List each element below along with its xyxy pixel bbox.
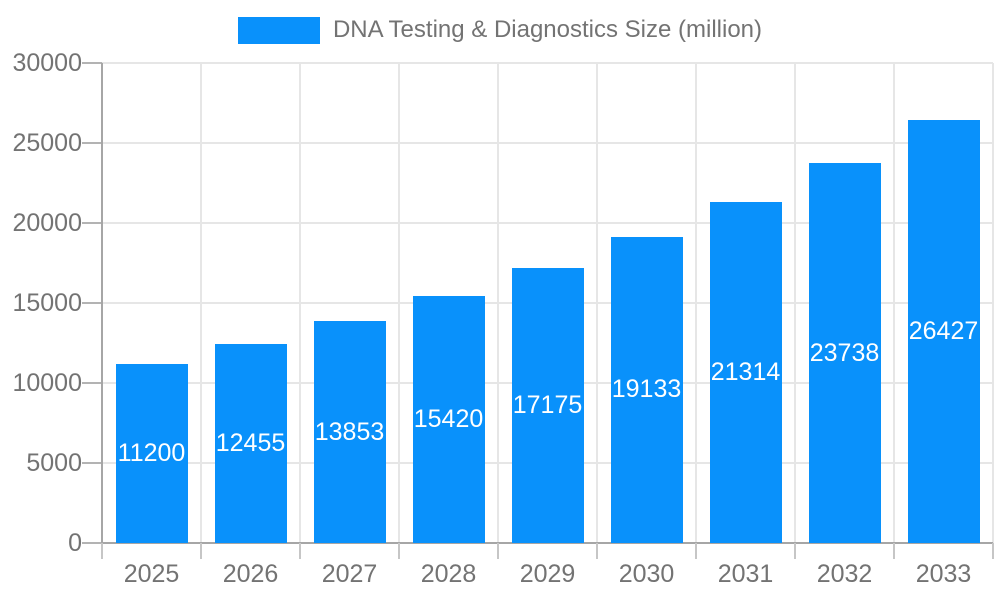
y-axis-tick (82, 222, 102, 224)
bar-value-label: 15420 (413, 405, 484, 434)
x-axis-tick-label: 2030 (618, 560, 675, 588)
bar-2028[interactable]: 15420 (412, 296, 485, 543)
gridline-horizontal (102, 62, 993, 64)
x-axis-tick (992, 543, 994, 559)
gridline-vertical (200, 63, 202, 543)
y-axis-tick-label: 5000 (26, 449, 82, 477)
y-axis-tick-label: 0 (68, 529, 82, 557)
x-axis-tick (794, 543, 796, 559)
bar-value-label: 12455 (215, 428, 286, 457)
y-axis-tick (82, 382, 102, 384)
x-axis-tick-label: 2026 (222, 560, 279, 588)
bar-2032[interactable]: 23738 (808, 163, 881, 543)
y-axis-line (101, 63, 103, 559)
y-axis-tick (82, 302, 102, 304)
y-axis-tick-label: 25000 (12, 129, 82, 157)
x-axis-tick-label: 2029 (519, 560, 576, 588)
x-axis-tick (695, 543, 697, 559)
y-axis-tick (82, 462, 102, 464)
gridline-vertical (794, 63, 796, 543)
x-axis-line (102, 542, 993, 544)
x-axis-tick-label: 2028 (420, 560, 477, 588)
y-axis-tick-label: 30000 (12, 49, 82, 77)
bar-2026[interactable]: 12455 (214, 343, 287, 543)
gridline-horizontal (102, 142, 993, 144)
gridline-vertical (398, 63, 400, 543)
x-axis-tick (101, 543, 103, 559)
x-axis-tick-label: 2033 (915, 560, 972, 588)
bar-2027[interactable]: 13853 (313, 321, 386, 543)
bar-2030[interactable]: 19133 (610, 236, 683, 543)
bar-value-label: 23738 (809, 338, 880, 367)
bar-value-label: 19133 (611, 375, 682, 404)
bar-value-label: 17175 (512, 391, 583, 420)
x-axis-tick-label: 2027 (321, 560, 378, 588)
y-axis-tick-label: 10000 (12, 369, 82, 397)
y-axis-tick (82, 142, 102, 144)
chart-legend: DNA Testing & Diagnostics Size (million) (0, 16, 1000, 44)
legend-item[interactable]: DNA Testing & Diagnostics Size (million) (237, 16, 763, 44)
y-axis-tick-label: 15000 (12, 289, 82, 317)
gridline-vertical (596, 63, 598, 543)
gridline-horizontal (102, 222, 993, 224)
bar-2025[interactable]: 11200 (115, 363, 188, 543)
gridline-vertical (992, 63, 994, 543)
y-axis-tick (82, 62, 102, 64)
bar-value-label: 11200 (117, 438, 186, 467)
gridline-vertical (497, 63, 499, 543)
bar-value-label: 21314 (710, 357, 781, 386)
y-axis-tick-label: 20000 (12, 209, 82, 237)
x-axis-tick (893, 543, 895, 559)
y-axis-tick (82, 542, 102, 544)
bar-value-label: 13853 (314, 417, 385, 446)
bar-value-label: 26427 (908, 317, 979, 346)
x-axis-tick-label: 2032 (816, 560, 873, 588)
x-axis-tick-label: 2025 (123, 560, 180, 588)
gridline-vertical (695, 63, 697, 543)
x-axis-tick (299, 543, 301, 559)
x-axis-tick (596, 543, 598, 559)
x-axis-tick (398, 543, 400, 559)
x-axis-tick (497, 543, 499, 559)
x-axis-tick (200, 543, 202, 559)
legend-label: DNA Testing & Diagnostics Size (million) (332, 16, 763, 43)
bar-2031[interactable]: 21314 (709, 201, 782, 543)
legend-color-swatch (237, 16, 320, 44)
bar-2033[interactable]: 26427 (907, 120, 980, 543)
x-axis-tick-label: 2031 (717, 560, 774, 588)
gridline-vertical (893, 63, 895, 543)
gridline-vertical (299, 63, 301, 543)
bar-2029[interactable]: 17175 (511, 268, 584, 543)
